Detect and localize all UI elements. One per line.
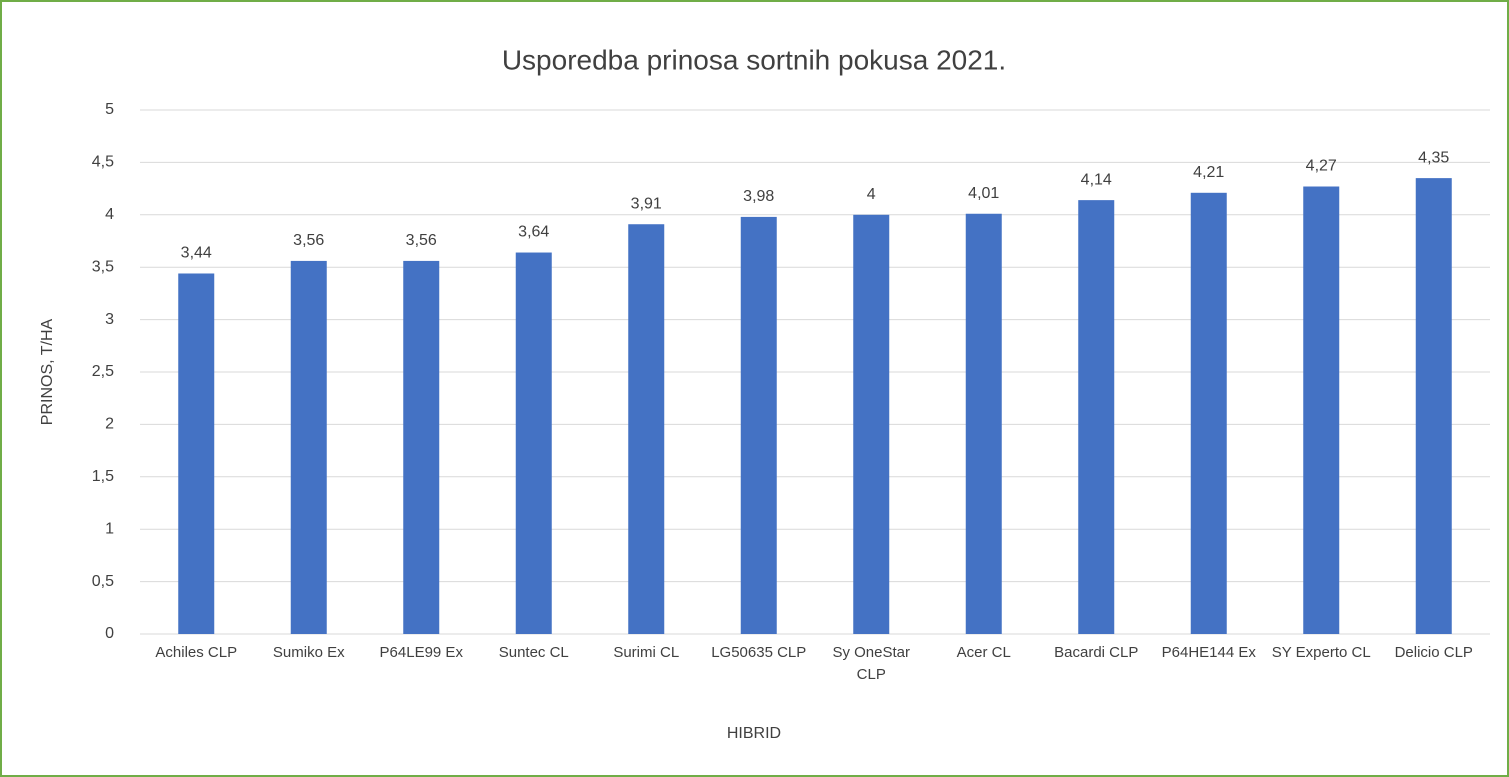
x-tick-label: P64LE99 Ex xyxy=(379,644,463,661)
x-tick-label: Acer CL xyxy=(956,644,1011,661)
bar xyxy=(1078,200,1115,635)
data-label: 4,21 xyxy=(1193,164,1224,181)
x-tick-label: Achiles CLP xyxy=(155,644,238,661)
data-label: 4,14 xyxy=(1081,171,1112,188)
data-label: 4,01 xyxy=(968,185,999,202)
data-label: 3,91 xyxy=(631,195,662,212)
x-tick-label: Surimi CL xyxy=(613,644,680,661)
y-tick-label: 3,5 xyxy=(92,258,114,275)
bar xyxy=(178,273,215,634)
y-tick-label: 2 xyxy=(105,416,114,433)
y-tick-label: 0 xyxy=(105,625,114,642)
x-tick-label: P64HE144 Ex xyxy=(1161,644,1256,661)
data-label: 4 xyxy=(867,186,876,203)
y-tick-label: 5 xyxy=(105,101,114,118)
bar xyxy=(853,214,890,635)
x-tick-label: Delicio CLP xyxy=(1394,644,1473,661)
bar xyxy=(403,260,440,634)
y-tick-label: 4 xyxy=(105,206,114,223)
y-axis-label: PRINOS, T/HA xyxy=(39,318,56,425)
x-tick-label: Suntec CL xyxy=(498,644,569,661)
data-label: 4,35 xyxy=(1418,149,1449,166)
x-tick-label: LG50635 CLP xyxy=(711,644,807,661)
x-tick-label: Sy OneStar CLP xyxy=(832,644,911,683)
bar xyxy=(1303,186,1340,634)
bar xyxy=(290,260,327,634)
y-tick-label: 3 xyxy=(105,311,114,328)
x-tick-label: Bacardi CLP xyxy=(1054,644,1139,661)
data-label: 3,56 xyxy=(406,232,437,249)
y-tick-label: 1 xyxy=(105,520,114,537)
data-label: 4,27 xyxy=(1306,158,1337,175)
x-axis-label: HIBRID xyxy=(727,725,781,742)
bar xyxy=(515,252,552,634)
y-tick-label: 1,5 xyxy=(92,468,114,485)
y-tick-label: 4,5 xyxy=(92,154,114,171)
x-tick-label: SY Experto CL xyxy=(1271,644,1371,661)
bar xyxy=(740,216,777,634)
data-label: 3,98 xyxy=(743,188,774,205)
x-tick-label: Sumiko Ex xyxy=(272,644,345,661)
data-label: 3,56 xyxy=(293,232,324,249)
data-label: 3,64 xyxy=(518,224,549,241)
y-tick-label: 2,5 xyxy=(92,363,114,380)
chart-title: Usporedba prinosa sortnih pokusa 2021. xyxy=(502,44,1006,75)
bar xyxy=(1415,178,1452,634)
bar xyxy=(628,224,665,634)
y-tick-label: 0,5 xyxy=(92,573,114,590)
bar xyxy=(965,213,1002,634)
bar xyxy=(1190,192,1227,635)
data-label: 3,44 xyxy=(181,245,212,262)
